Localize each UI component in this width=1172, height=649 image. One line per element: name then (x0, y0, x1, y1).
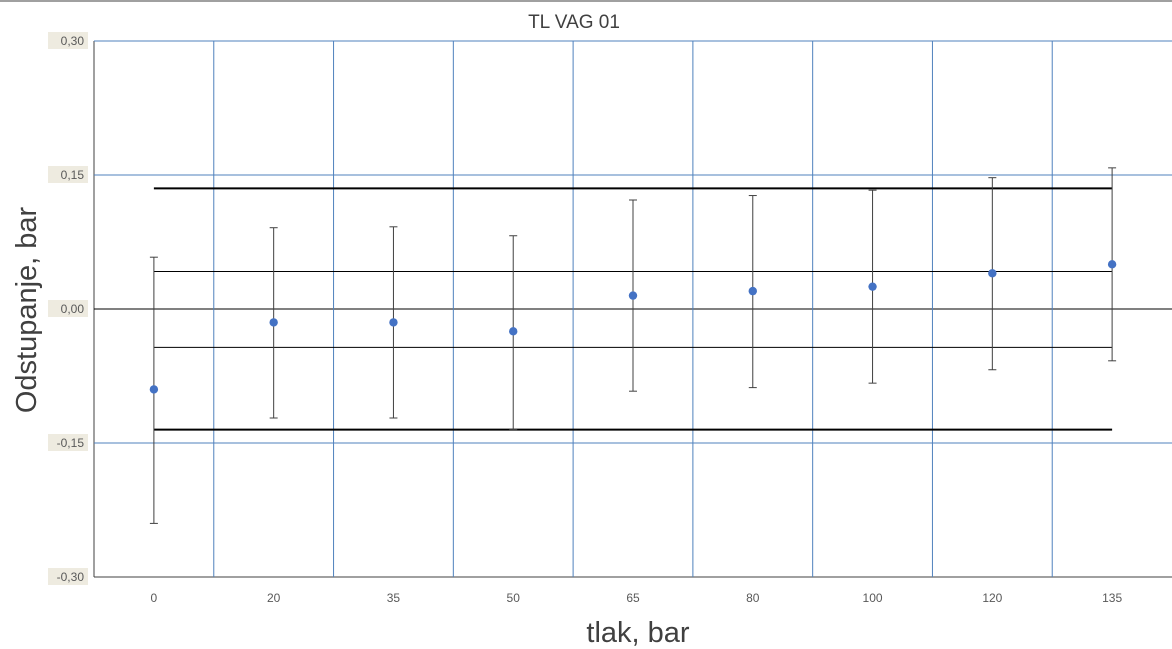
data-point (988, 269, 997, 278)
data-point (628, 291, 638, 300)
data-point (509, 327, 518, 336)
x-tick-label: 135 (1102, 591, 1122, 605)
data-point (1107, 260, 1117, 269)
y-tick-label-bg (48, 434, 88, 451)
x-tick-label: 0 (151, 591, 158, 605)
y-tick-label: 0,15 (61, 168, 85, 182)
y-tick-label-bg (48, 32, 88, 49)
y-axis-title: Odstupanje, bar (11, 206, 43, 413)
y-tick-label: 0,30 (61, 34, 85, 48)
x-tick-label: 80 (746, 591, 760, 605)
data-point (748, 286, 757, 296)
y-tick-label-bg (48, 300, 88, 317)
data-point (149, 385, 159, 394)
y-tick-label: -0,30 (57, 570, 85, 584)
x-tick-label: 120 (982, 591, 1002, 605)
y-tick-label: -0,15 (57, 436, 85, 450)
x-tick-label: 65 (626, 591, 640, 605)
y-tick-label: 0,00 (61, 302, 85, 316)
data-point (389, 318, 398, 327)
chart-title: TL VAG 01 (528, 12, 620, 33)
x-tick-label: 20 (267, 591, 281, 605)
x-tick-label: 35 (387, 591, 401, 605)
data-point (269, 318, 278, 327)
x-tick-label: 50 (507, 591, 521, 605)
data-point (868, 282, 877, 291)
x-tick-label: 100 (863, 591, 883, 605)
x-axis-title: tlak, bar (586, 617, 689, 649)
y-tick-label-bg (48, 166, 88, 183)
y-tick-label-bg (48, 568, 88, 585)
